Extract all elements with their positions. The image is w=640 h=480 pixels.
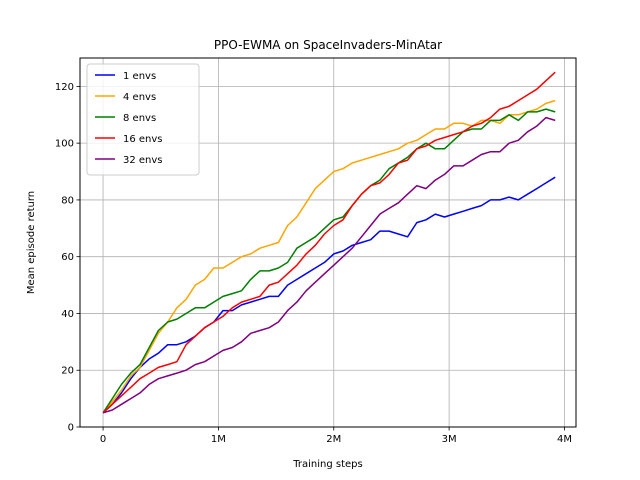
legend-label: 32 envs [123,155,163,166]
legend: 1 envs 4 envs 8 envs 16 envs 32 envs [86,63,200,176]
series-lines [102,71,556,414]
x-axis-label: Training steps [292,459,362,470]
y-tick-label: 120 [55,82,74,93]
x-tick-label: 1M [211,434,226,445]
x-tick-label: 3M [442,434,457,445]
x-tick-label: 2M [326,434,341,445]
x-tick-label: 4M [557,434,572,445]
series-line-4-envs [102,99,556,414]
y-axis-label: Mean episode return [26,191,37,294]
legend-label: 16 envs [123,134,163,145]
y-tick-label: 60 [61,252,74,263]
y-tick-label: 40 [61,309,74,320]
x-tick-label: 0 [100,434,106,445]
y-tick-label: 80 [61,195,74,206]
chart-title: PPO-EWMA on SpaceInvaders-MinAtar [214,38,442,52]
legend-label: 1 envs [123,71,156,82]
x-axis-ticks: 0 1M 2M 3M 4M [100,427,572,445]
y-axis-ticks: 0 20 40 60 80 100 120 [55,82,80,434]
legend-label: 8 envs [123,113,156,124]
series-line-16-envs [102,71,556,414]
series-line-8-envs [102,108,556,414]
legend-label: 4 envs [123,92,156,103]
legend-box [86,63,200,176]
series-line-1-envs [102,176,556,414]
y-tick-label: 20 [61,366,74,377]
series-line-32-envs [102,116,556,414]
y-tick-label: 0 [68,423,74,434]
y-tick-label: 100 [55,139,74,150]
plot-frame [79,57,577,428]
